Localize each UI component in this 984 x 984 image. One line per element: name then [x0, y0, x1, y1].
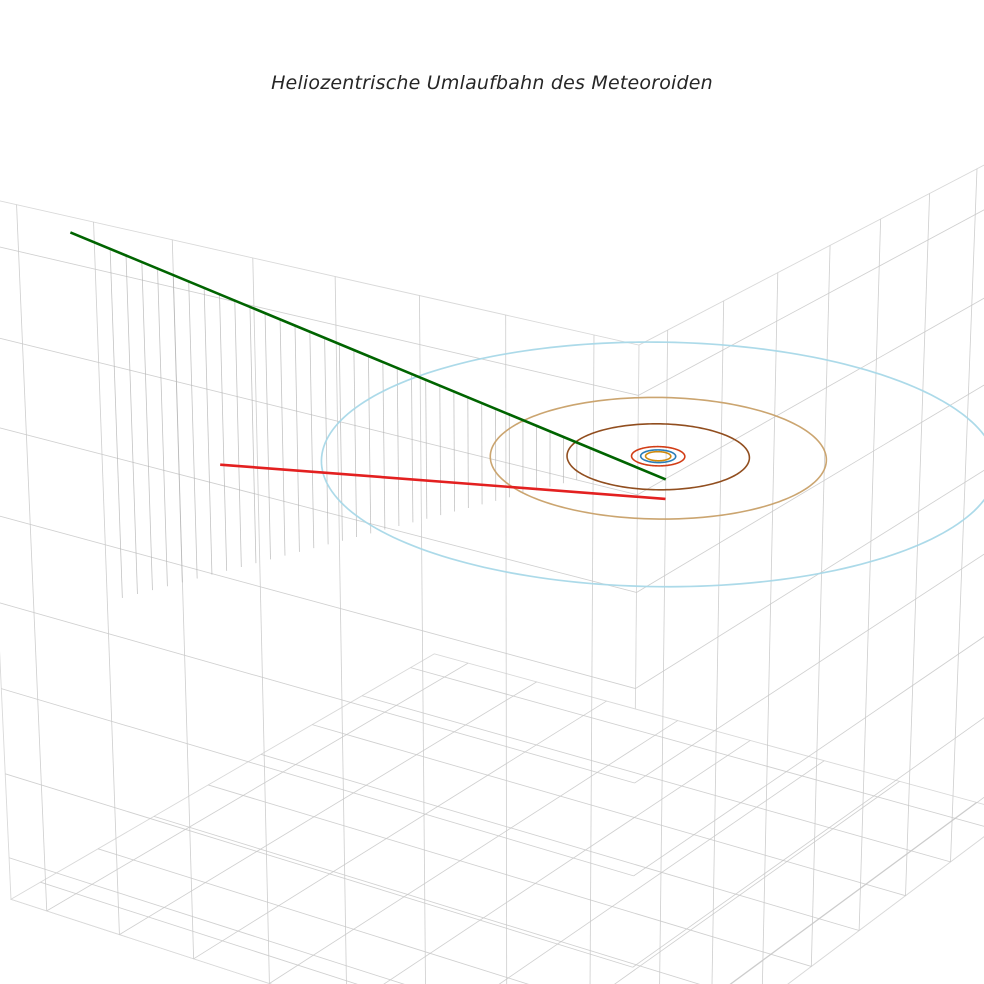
gridline [5, 773, 633, 968]
orbit-uran [320, 341, 984, 588]
gridline [269, 720, 678, 984]
axes-panes [0, 164, 984, 984]
gridline [97, 848, 529, 984]
stem-line [219, 294, 228, 571]
planet-orbits [320, 341, 984, 588]
gridline [8, 857, 405, 984]
stem-line [309, 331, 315, 549]
gridline [0, 515, 636, 689]
stem-line [188, 281, 198, 579]
gridline [0, 602, 635, 784]
stem-line [203, 287, 213, 575]
gridline [614, 780, 900, 984]
gridline [636, 384, 984, 593]
gridline [633, 636, 984, 877]
gridline [193, 700, 607, 960]
gridline [638, 209, 984, 396]
stem-line [157, 268, 168, 587]
stem-line [264, 313, 271, 560]
gridline [410, 667, 984, 827]
gridline [498, 760, 825, 984]
gridline [46, 662, 469, 912]
gridline [637, 297, 984, 496]
trajectory-above-ecliptic [69, 231, 667, 481]
gridline [0, 246, 639, 396]
stem-line [125, 255, 138, 595]
gridline [361, 695, 951, 863]
gridline [632, 717, 984, 968]
stem-line [453, 391, 455, 512]
gridline [761, 272, 779, 984]
gridline [312, 724, 906, 897]
gridline [729, 802, 977, 984]
gridline [208, 784, 812, 967]
gridline [1, 688, 634, 877]
gridline [634, 553, 984, 784]
gridline [635, 469, 984, 689]
stem-line [141, 262, 153, 591]
stem-line [249, 306, 257, 564]
stem-line [425, 379, 428, 519]
gridline [153, 815, 701, 984]
stem-line [294, 325, 300, 552]
stem-line [396, 367, 400, 527]
gridline [260, 753, 860, 931]
stem-line [338, 343, 343, 541]
stem-line [353, 350, 358, 538]
stem-line [279, 319, 286, 556]
gridline [334, 276, 347, 984]
page-title: Heliozentrische Umlaufbahn des Meteoroid… [271, 72, 713, 94]
gridline [119, 681, 537, 935]
gridline [589, 334, 595, 984]
gridline [93, 221, 120, 935]
stem-line [368, 356, 372, 534]
gridline [16, 204, 48, 911]
orbit-erde [639, 449, 677, 464]
stem-line [382, 362, 386, 530]
orbit-venus [644, 450, 672, 462]
meteoroid-trajectory [69, 231, 667, 501]
gridline [40, 881, 358, 984]
pane-bottom-z [9, 653, 984, 984]
stem-line [411, 373, 414, 523]
stem-line [234, 300, 242, 568]
stem-line [172, 275, 183, 583]
gridline [711, 300, 725, 984]
orbit-jupiter [566, 423, 751, 491]
gridline [383, 740, 751, 984]
gridline [858, 218, 882, 931]
trajectory-below-ecliptic [220, 463, 666, 501]
gridline [505, 315, 508, 984]
orbit-saturn [489, 396, 828, 520]
stem-line [109, 248, 123, 598]
gridline [418, 295, 426, 984]
gridline [252, 257, 270, 984]
stem-line [439, 385, 442, 516]
stem-line [467, 397, 469, 508]
gridline [950, 168, 978, 862]
gridline [659, 330, 669, 984]
orbit-mars [630, 445, 686, 467]
gridline [810, 245, 831, 967]
gridline [730, 796, 984, 984]
